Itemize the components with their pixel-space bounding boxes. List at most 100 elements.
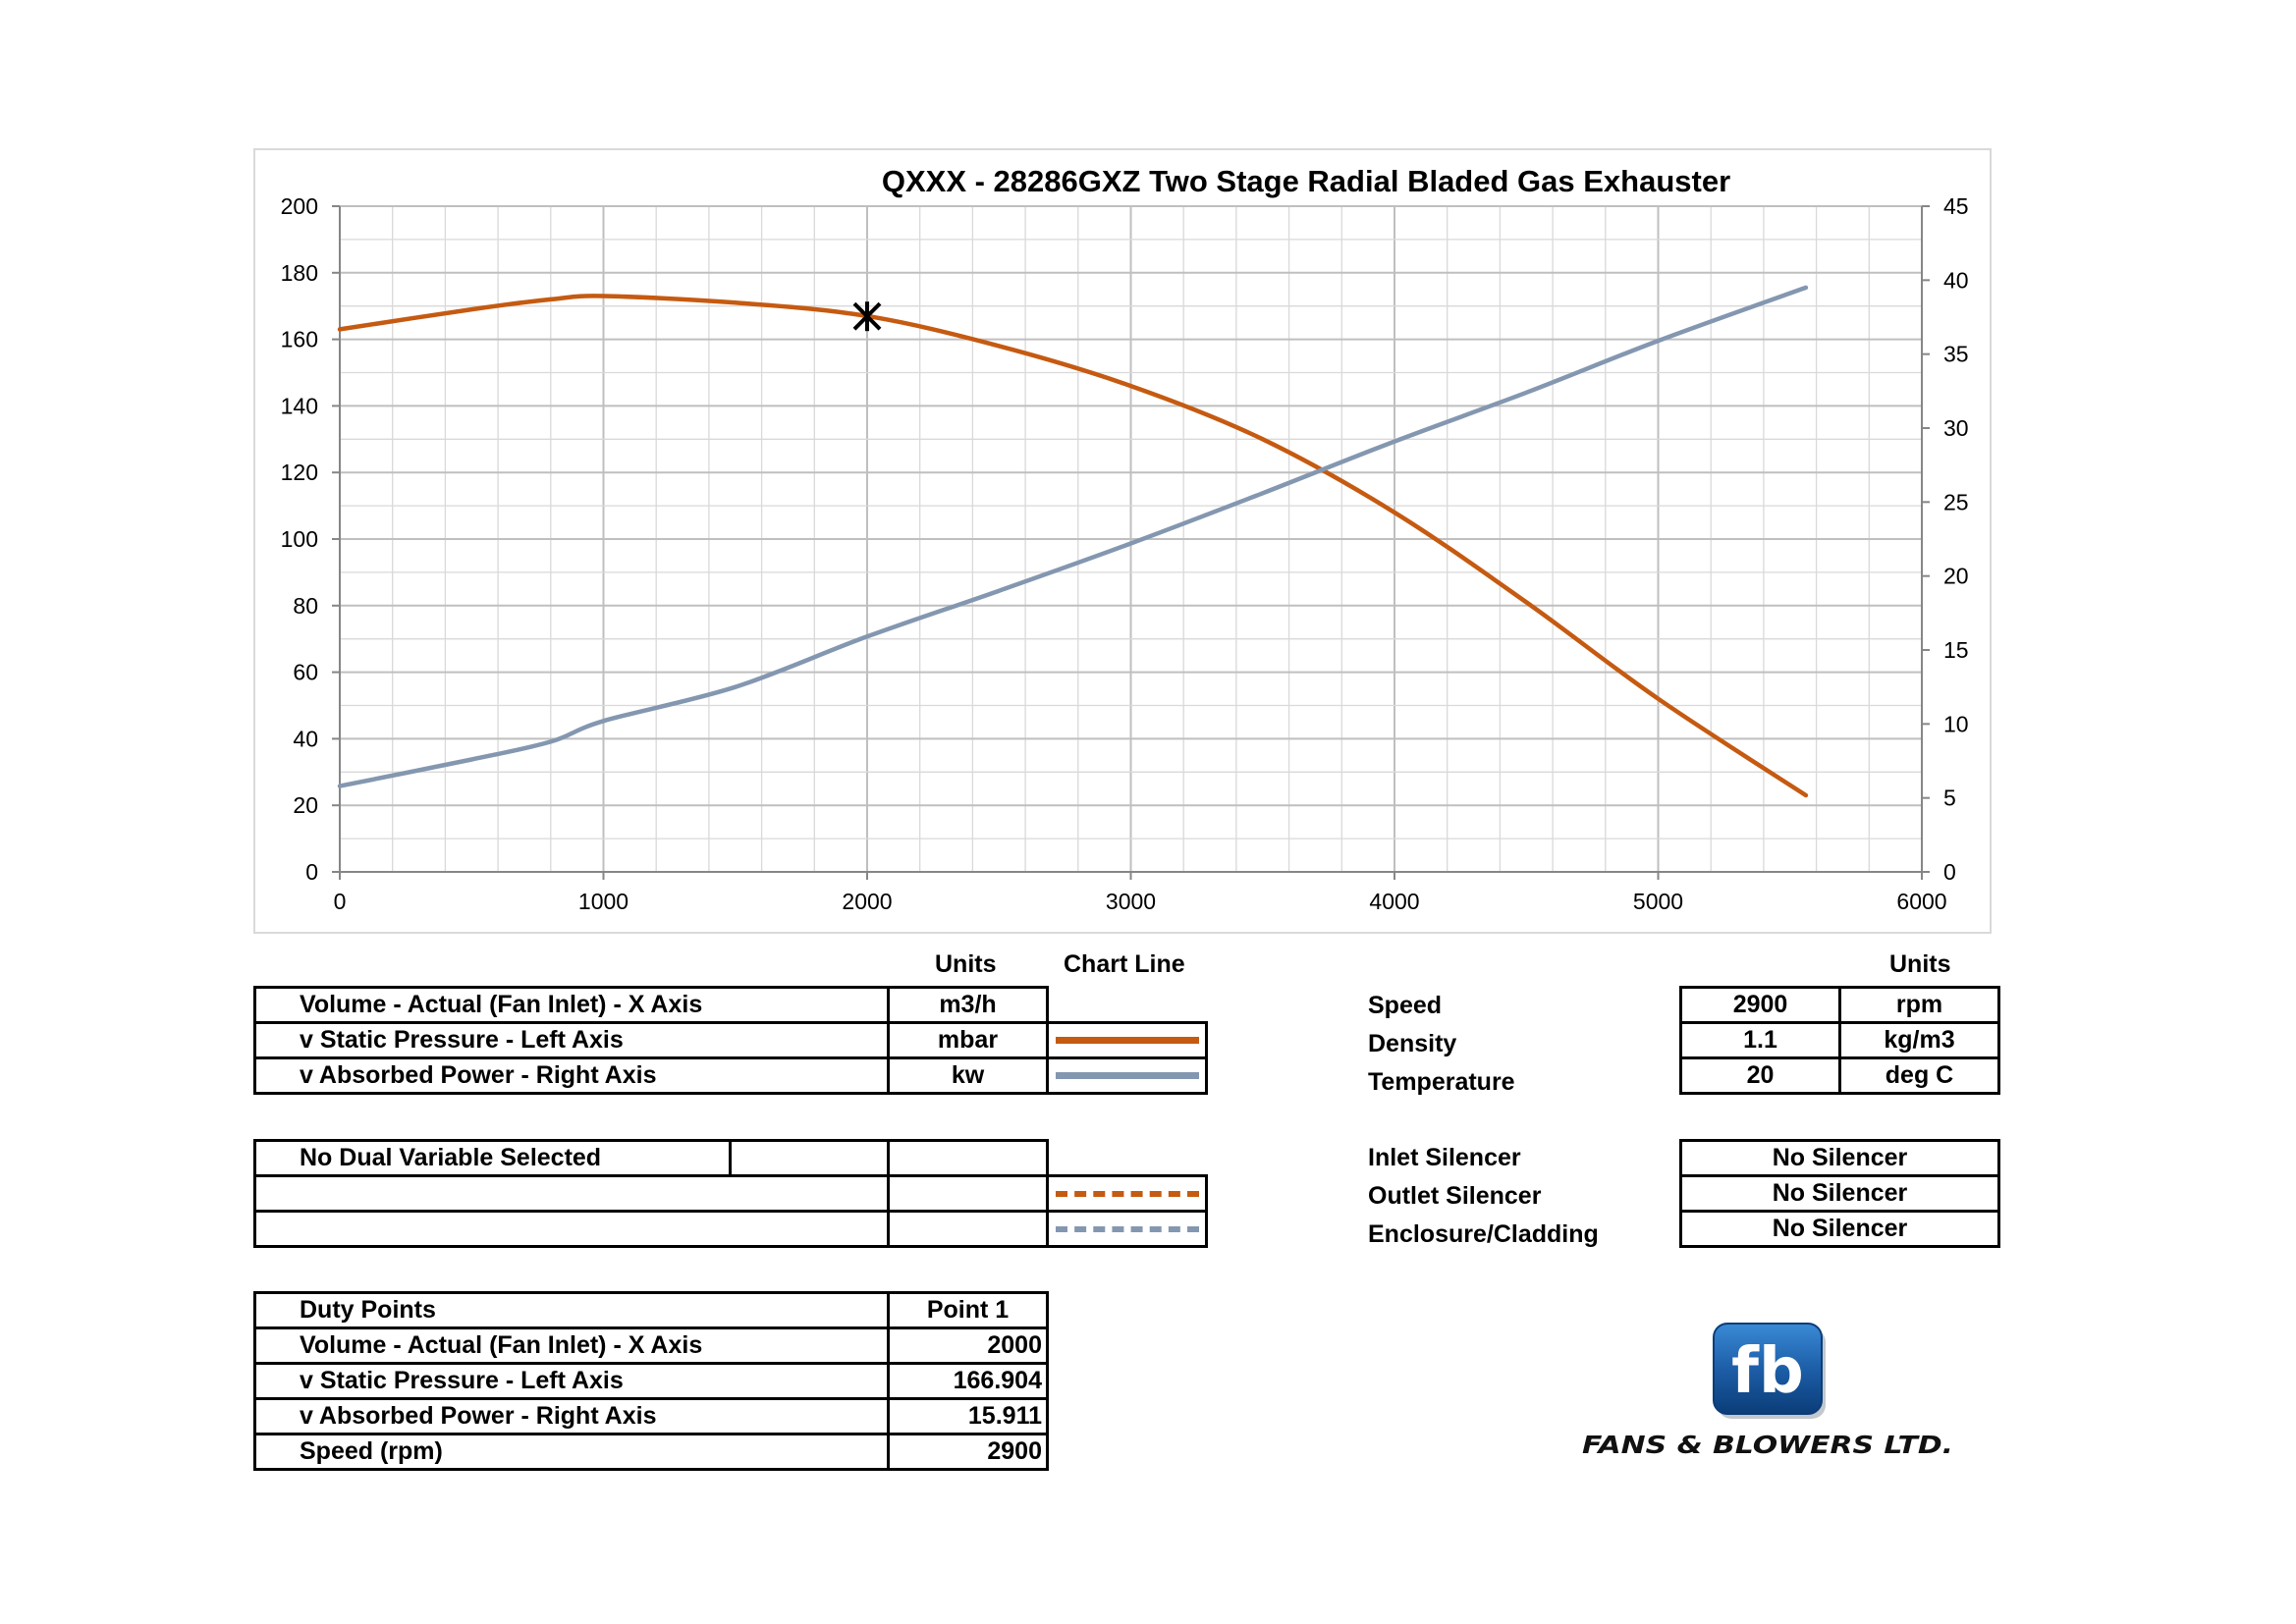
y-tick-label: 160 [281, 327, 318, 352]
table-row: Volume - Actual (Fan Inlet) - X Axis 200… [253, 1326, 1049, 1365]
variable-label: v Absorbed Power - Right Axis [253, 1056, 890, 1095]
y-tick-label: 120 [281, 460, 318, 485]
duty-value: 2000 [887, 1326, 1049, 1365]
condition-value: 1.1 [1679, 1021, 1841, 1059]
table-row: No Silencer [1679, 1139, 2000, 1177]
condition-label: Speed [1368, 992, 1443, 1019]
chart-line-cell [1046, 1210, 1208, 1248]
y-tick-label: 20 [293, 792, 318, 818]
dual-variable-cell [887, 1174, 1049, 1213]
table-row: v Absorbed Power - Right Axis kw [253, 1056, 1208, 1095]
x-tick-label: 4000 [1369, 889, 1419, 914]
silencer-label: Inlet Silencer [1368, 1144, 1521, 1171]
duty-label: Volume - Actual (Fan Inlet) - X Axis [253, 1326, 890, 1365]
silencer-value: No Silencer [1679, 1210, 2000, 1248]
variable-label: Volume - Actual (Fan Inlet) - X Axis [253, 986, 890, 1024]
dual-variable-cell [887, 1210, 1049, 1248]
dual-variable-title: No Dual Variable Selected [253, 1139, 732, 1177]
dual-variable-cell [887, 1139, 1049, 1177]
y-tick-label: 40 [293, 726, 318, 751]
table-row: Speed (rpm) 2900 [253, 1433, 1049, 1471]
condition-value: 2900 [1679, 986, 1841, 1024]
duty-value: 15.911 [887, 1397, 1049, 1435]
static-pressure-series-line [337, 294, 1809, 798]
duty-label: v Static Pressure - Left Axis [253, 1362, 890, 1400]
logo-mark: fb [1731, 1335, 1804, 1408]
condition-label: Temperature [1368, 1068, 1515, 1096]
dual-variable-cell [253, 1174, 890, 1213]
y2-tick-label: 25 [1943, 489, 1969, 514]
table-row [253, 1174, 1208, 1213]
chart-line-cell [1048, 988, 1207, 1023]
table-row: v Static Pressure - Left Axis 166.904 [253, 1362, 1049, 1400]
duty-label: Speed (rpm) [253, 1433, 890, 1471]
y2-tick-label: 15 [1943, 637, 1969, 663]
y2-tick-label: 0 [1943, 859, 1956, 885]
company-logo: fb FANS & BLOWERS LTD. [1571, 1314, 1964, 1471]
conditions-units-header: Units [1889, 950, 1951, 978]
silencer-value: No Silencer [1679, 1139, 2000, 1177]
dual-variable-table: No Dual Variable Selected [253, 1139, 1208, 1248]
chart-title: QXXX - 28286GXZ Two Stage Radial Bladed … [882, 164, 1730, 198]
y2-tick-label: 10 [1943, 711, 1969, 736]
table-row: v Static Pressure - Left Axis mbar [253, 1021, 1208, 1059]
table-row: 1.1 kg/m3 [1679, 1021, 2000, 1059]
y2-tick-label: 45 [1943, 193, 1969, 219]
x-tick-label: 6000 [1896, 889, 1946, 914]
x-tick-label: 1000 [578, 889, 629, 914]
silencer-value: No Silencer [1679, 1174, 2000, 1213]
fb-logo-icon: fb FANS & BLOWERS LTD. [1582, 1323, 1953, 1459]
duty-value: 166.904 [887, 1362, 1049, 1400]
variable-label: v Static Pressure - Left Axis [253, 1021, 890, 1059]
y-tick-label: 200 [281, 193, 318, 219]
power-dashed-swatch [1055, 1225, 1199, 1232]
chart-line-cell [1046, 1021, 1208, 1059]
conditions-table: 2900 rpm 1.1 kg/m3 20 deg C [1679, 986, 2000, 1095]
pressure-line-swatch [1055, 1037, 1199, 1044]
y-tick-label: 140 [281, 393, 318, 418]
brand-name: FANS & BLOWERS LTD. [1582, 1431, 1953, 1459]
variable-units: kw [887, 1056, 1049, 1095]
x-tick-label: 3000 [1106, 889, 1156, 914]
y2-tick-label: 20 [1943, 564, 1969, 589]
units-header: Units [935, 950, 997, 978]
chart-line-cell [1046, 1056, 1208, 1095]
table-row: Volume - Actual (Fan Inlet) - X Axis m3/… [253, 986, 1207, 1024]
condition-unit: rpm [1838, 986, 2000, 1024]
dual-variable-cell [729, 1139, 890, 1177]
table-row: No Dual Variable Selected [253, 1139, 1207, 1177]
y2-tick-label: 5 [1943, 785, 1956, 811]
silencers-table: No Silencer No Silencer No Silencer [1679, 1139, 2000, 1248]
variable-units: m3/h [887, 986, 1049, 1024]
power-line-swatch [1055, 1072, 1199, 1079]
y2-tick-label: 30 [1943, 415, 1969, 441]
table-row: 2900 rpm [1679, 986, 2000, 1024]
duty-points-header: Duty Points [253, 1291, 890, 1329]
x-tick-label: 2000 [842, 889, 892, 914]
chart-line-cell [1048, 1141, 1207, 1176]
y-tick-label: 180 [281, 260, 318, 286]
performance-chart: 0 20 40 60 80 100 120 140 160 180 2000 5 10 15 20 25 30 3… [281, 164, 1969, 914]
chart-line-cell [1046, 1174, 1208, 1213]
point-header: Point 1 [887, 1291, 1049, 1329]
x-tick-label: 5000 [1633, 889, 1683, 914]
y2-tick-label: 35 [1943, 342, 1969, 367]
condition-value: 20 [1679, 1056, 1841, 1095]
silencer-label: Outlet Silencer [1368, 1182, 1542, 1210]
silencer-label: Enclosure/Cladding [1368, 1220, 1599, 1248]
condition-label: Density [1368, 1030, 1457, 1057]
pressure-dashed-swatch [1055, 1190, 1199, 1197]
dual-variable-cell [253, 1210, 890, 1248]
table-row: 20 deg C [1679, 1056, 2000, 1095]
chart-container: 0 20 40 60 80 100 120 140 160 180 200 0 5 10 15 20 25 30 3… [253, 148, 1992, 934]
variable-units: mbar [887, 1021, 1049, 1059]
duty-label: v Absorbed Power - Right Axis [253, 1397, 890, 1435]
table-row: No Silencer [1679, 1210, 2000, 1248]
y-tick-label: 100 [281, 526, 318, 552]
table-row: Duty Points Point 1 [253, 1291, 1049, 1329]
y-tick-label: 80 [293, 593, 318, 619]
duty-value: 2900 [887, 1433, 1049, 1471]
chart-line-header: Chart Line [1064, 950, 1185, 978]
condition-unit: kg/m3 [1838, 1021, 2000, 1059]
y-tick-label: 60 [293, 660, 318, 685]
